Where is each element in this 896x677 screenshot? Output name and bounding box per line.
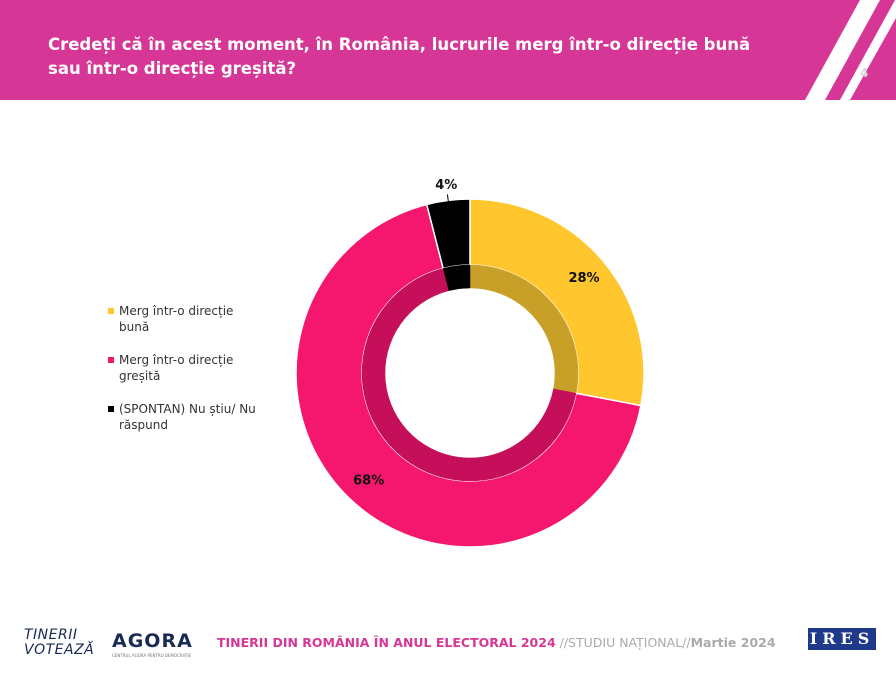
legend-item: (SPONTAN) Nu știu/ Nu răspund [108,401,258,433]
header-stripe [805,0,880,100]
logo-text: VOTEAZĂ [24,642,95,658]
page-number: 4 [860,66,869,80]
legend-label: Merg într-o direcție greșită [119,353,234,383]
header-band [0,0,896,100]
legend-swatch [108,406,114,412]
leader-line [446,194,449,203]
donut: 28% 68% 4% [295,178,645,548]
legend-swatch [108,308,114,314]
legend-label: Merg într-o direcție bună [119,304,234,334]
separator: //STUDIU NAȚIONAL// [555,635,691,650]
legend: Merg într-o direcție bună Merg într-o dir… [108,303,258,450]
slide-title: Credeți că în acest moment, în România, … [48,35,751,78]
date: Martie 2024 [690,635,776,650]
legend-swatch [108,357,114,363]
slice-shade [442,264,471,291]
logo-ires: IRES [808,628,876,650]
logo-agora-sub: CENTRUL AGORA PENTRU DEMOCRAȚIE [112,653,192,658]
logo-text: TINERII [24,627,78,643]
footer-text: TINERII DIN ROMÂNIA ÎN ANUL ELECTORAL 20… [217,635,776,650]
value-label: 28% [568,271,599,286]
legend-item: Merg într-o direcție bună [108,303,258,335]
header-stripe [840,0,896,100]
footer: TINERII VOTEAZĂ AGORA CENTRUL AGORA PENT… [0,620,896,670]
legend-item: Merg într-o direcție greșită [108,352,258,384]
legend-label: (SPONTAN) Nu știu/ Nu răspund [119,402,256,432]
slice-shade [361,268,577,482]
study-name: TINERII DIN ROMÂNIA ÎN ANUL ELECTORAL 20… [217,635,556,650]
value-label: 4% [435,178,457,193]
value-label: 68% [353,473,384,488]
logo-tinerii: TINERII VOTEAZĂ [24,628,94,658]
logo-agora: AGORA [112,630,193,652]
